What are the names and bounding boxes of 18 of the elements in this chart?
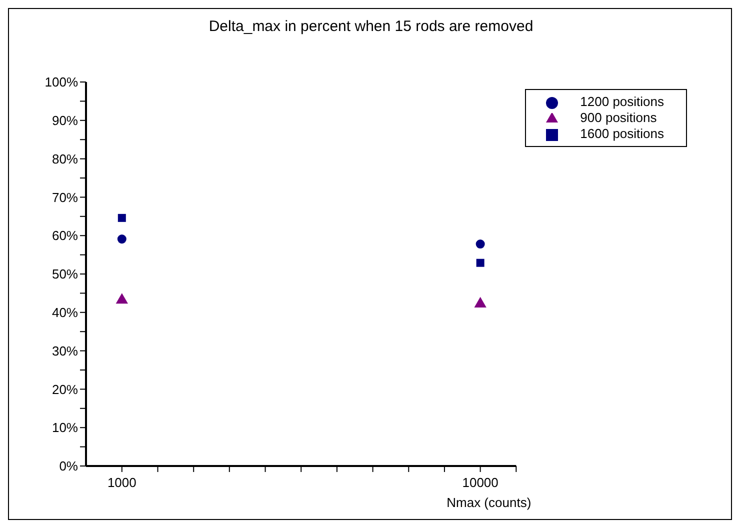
legend-label: 900 positions <box>580 110 657 125</box>
y-tick-label: 30% <box>52 343 78 358</box>
x-tick-label: 10000 <box>462 475 498 490</box>
y-tick-label: 10% <box>52 420 78 436</box>
y-tick-label: 50% <box>52 266 78 282</box>
chart-title: Delta_max in percent when 15 rods are removed <box>208 18 534 35</box>
x-axis-title: Nmax (counts) <box>446 495 532 510</box>
legend-label: 1200 positions <box>580 94 664 109</box>
y-tick-label: 100% <box>44 74 78 90</box>
legend-label: 1600 positions <box>580 126 664 141</box>
y-tick-label: 90% <box>52 113 78 128</box>
y-tick-label: 70% <box>52 190 78 205</box>
y-tick-label: 40% <box>52 305 78 320</box>
y-tick-label: 60% <box>52 228 78 244</box>
y-tick-label: 0% <box>59 458 78 474</box>
y-tick-label: 20% <box>52 382 78 397</box>
y-tick-label: 80% <box>52 151 78 166</box>
x-tick-label: 1000 <box>107 475 136 490</box>
